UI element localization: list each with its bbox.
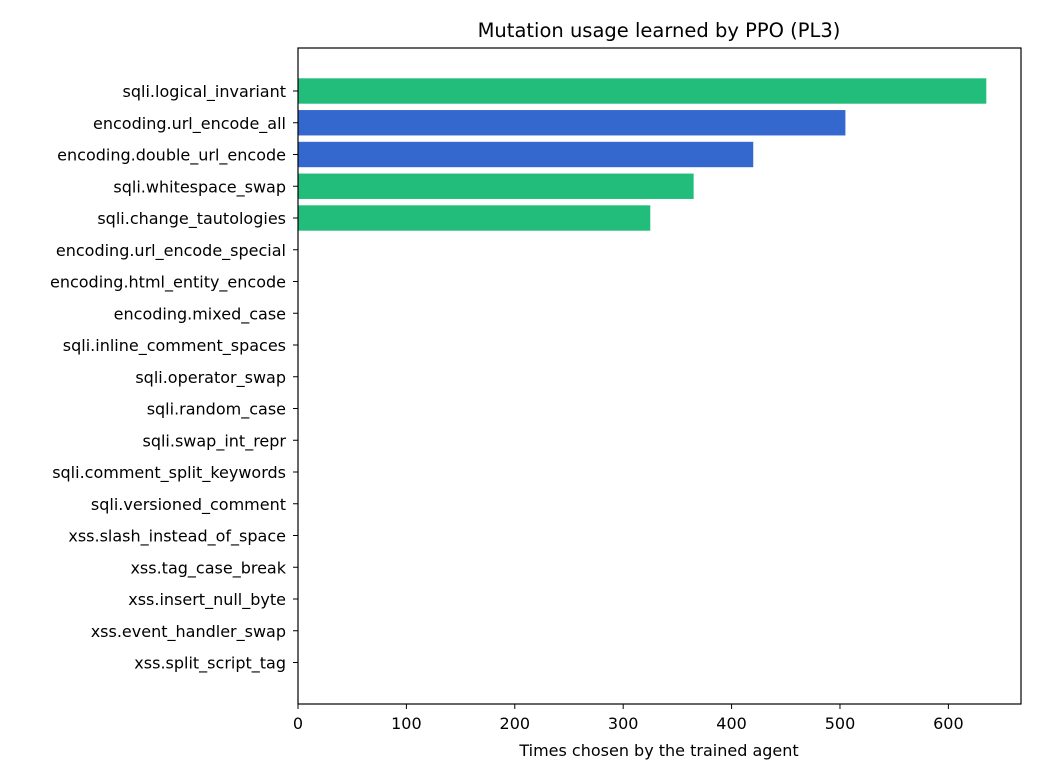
bar-sqli.logical_invariant: [298, 78, 987, 104]
category-label: encoding.url_encode_all: [93, 114, 286, 134]
category-label: sqli.comment_split_keywords: [52, 463, 286, 483]
category-label: xss.tag_case_break: [130, 558, 286, 578]
category-label: sqli.change_tautologies: [97, 209, 286, 229]
x-tick-label: 100: [391, 714, 422, 733]
bar-sqli.change_tautologies: [298, 205, 651, 231]
category-label: xss.slash_instead_of_space: [68, 527, 286, 547]
x-tick-label: 600: [933, 714, 964, 733]
category-label: sqli.inline_comment_spaces: [63, 336, 286, 356]
x-ticks-group: 0 100 200 300 400 500 600: [293, 704, 964, 733]
x-axis-label: Times chosen by the trained agent: [518, 741, 798, 760]
category-label: sqli.whitespace_swap: [113, 177, 286, 197]
bar-encoding.double_url_encode: [298, 141, 754, 168]
category-label: xss.split_script_tag: [134, 654, 286, 674]
x-tick-label: 500: [825, 714, 856, 733]
chart-title: Mutation usage learned by PPO (PL3): [478, 19, 841, 42]
category-label: sqli.versioned_comment: [91, 495, 286, 515]
x-tick-label: 0: [293, 714, 303, 733]
category-label: encoding.double_url_encode: [57, 146, 286, 166]
category-label: sqli.operator_swap: [135, 368, 286, 388]
plot-frame: [297, 47, 1022, 705]
category-label: xss.event_handler_swap: [91, 622, 286, 642]
category-label: encoding.url_encode_special: [56, 241, 286, 261]
bars-group: [298, 78, 987, 231]
category-label: xss.insert_null_byte: [128, 590, 286, 610]
category-label: encoding.html_entity_encode: [50, 273, 286, 293]
bar-encoding.url_encode_all: [298, 110, 846, 136]
category-label: sqli.logical_invariant: [123, 82, 286, 102]
category-label: sqli.random_case: [147, 400, 286, 420]
category-label: sqli.swap_int_repr: [142, 431, 286, 451]
category-label: encoding.mixed_case: [114, 304, 286, 324]
x-tick-label: 400: [716, 714, 747, 733]
x-tick-label: 300: [608, 714, 639, 733]
x-tick-label: 200: [500, 714, 531, 733]
bar-sqli.whitespace_swap: [298, 173, 694, 199]
category-labels-group: sqli.logical_invariant encoding.url_encod…: [50, 82, 298, 674]
